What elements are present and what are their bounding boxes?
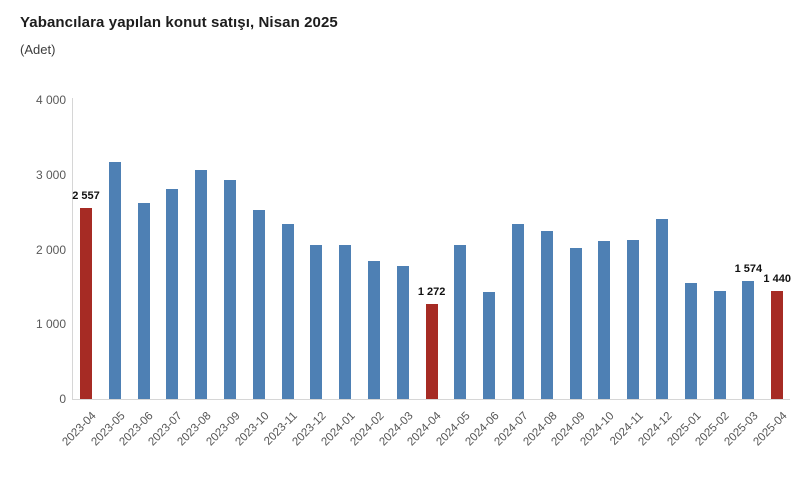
bar-2024-11[interactable]: [627, 239, 640, 399]
bar-2025-03[interactable]: [742, 281, 755, 399]
y-axis-line: [72, 98, 73, 399]
bar-2023-09[interactable]: [224, 179, 236, 399]
y-axis-tick-label: 0: [59, 392, 66, 406]
y-axis-tick-label: 2 000: [35, 242, 66, 257]
bar-2023-04[interactable]: [80, 207, 92, 399]
bar-2024-08[interactable]: [540, 230, 553, 399]
bar-2024-05[interactable]: [454, 245, 467, 399]
bar-2024-06[interactable]: [483, 291, 496, 399]
y-axis-tick-label: 3 000: [35, 167, 66, 182]
data-label: 1 272: [417, 285, 446, 298]
chart-subtitle: (Adet): [20, 42, 56, 57]
bar-2023-12[interactable]: [310, 244, 323, 399]
bar-2023-10[interactable]: [252, 209, 265, 399]
data-label: 1 440: [763, 273, 791, 286]
bar-2023-06[interactable]: [137, 202, 150, 399]
bar-2024-12[interactable]: [656, 218, 668, 399]
x-axis-line: [72, 399, 790, 400]
bar-2024-09[interactable]: [569, 248, 582, 399]
bar-2025-02[interactable]: [713, 290, 726, 399]
bar-2024-04[interactable]: [425, 303, 438, 399]
bar-2024-10[interactable]: [598, 240, 611, 399]
data-label: 1 574: [734, 263, 763, 276]
bar-2024-03[interactable]: [396, 265, 409, 399]
y-axis-tick-label: 1 000: [35, 317, 66, 332]
y-axis-tick-label: 4 000: [35, 93, 66, 107]
bar-2023-11[interactable]: [281, 224, 294, 399]
bar-2023-05[interactable]: [108, 162, 121, 399]
bar-2024-01[interactable]: [339, 245, 352, 399]
bar-2023-08[interactable]: [195, 170, 208, 399]
bar-2024-02[interactable]: [368, 260, 380, 399]
data-label: 2 557: [72, 189, 100, 202]
chart-title: Yabancılara yapılan konut satışı, Nisan …: [20, 14, 338, 31]
bar-2024-07[interactable]: [512, 223, 524, 399]
bar-2023-07[interactable]: [166, 189, 179, 399]
bar-2025-01[interactable]: [684, 283, 697, 399]
bar-2025-04[interactable]: [771, 291, 784, 399]
